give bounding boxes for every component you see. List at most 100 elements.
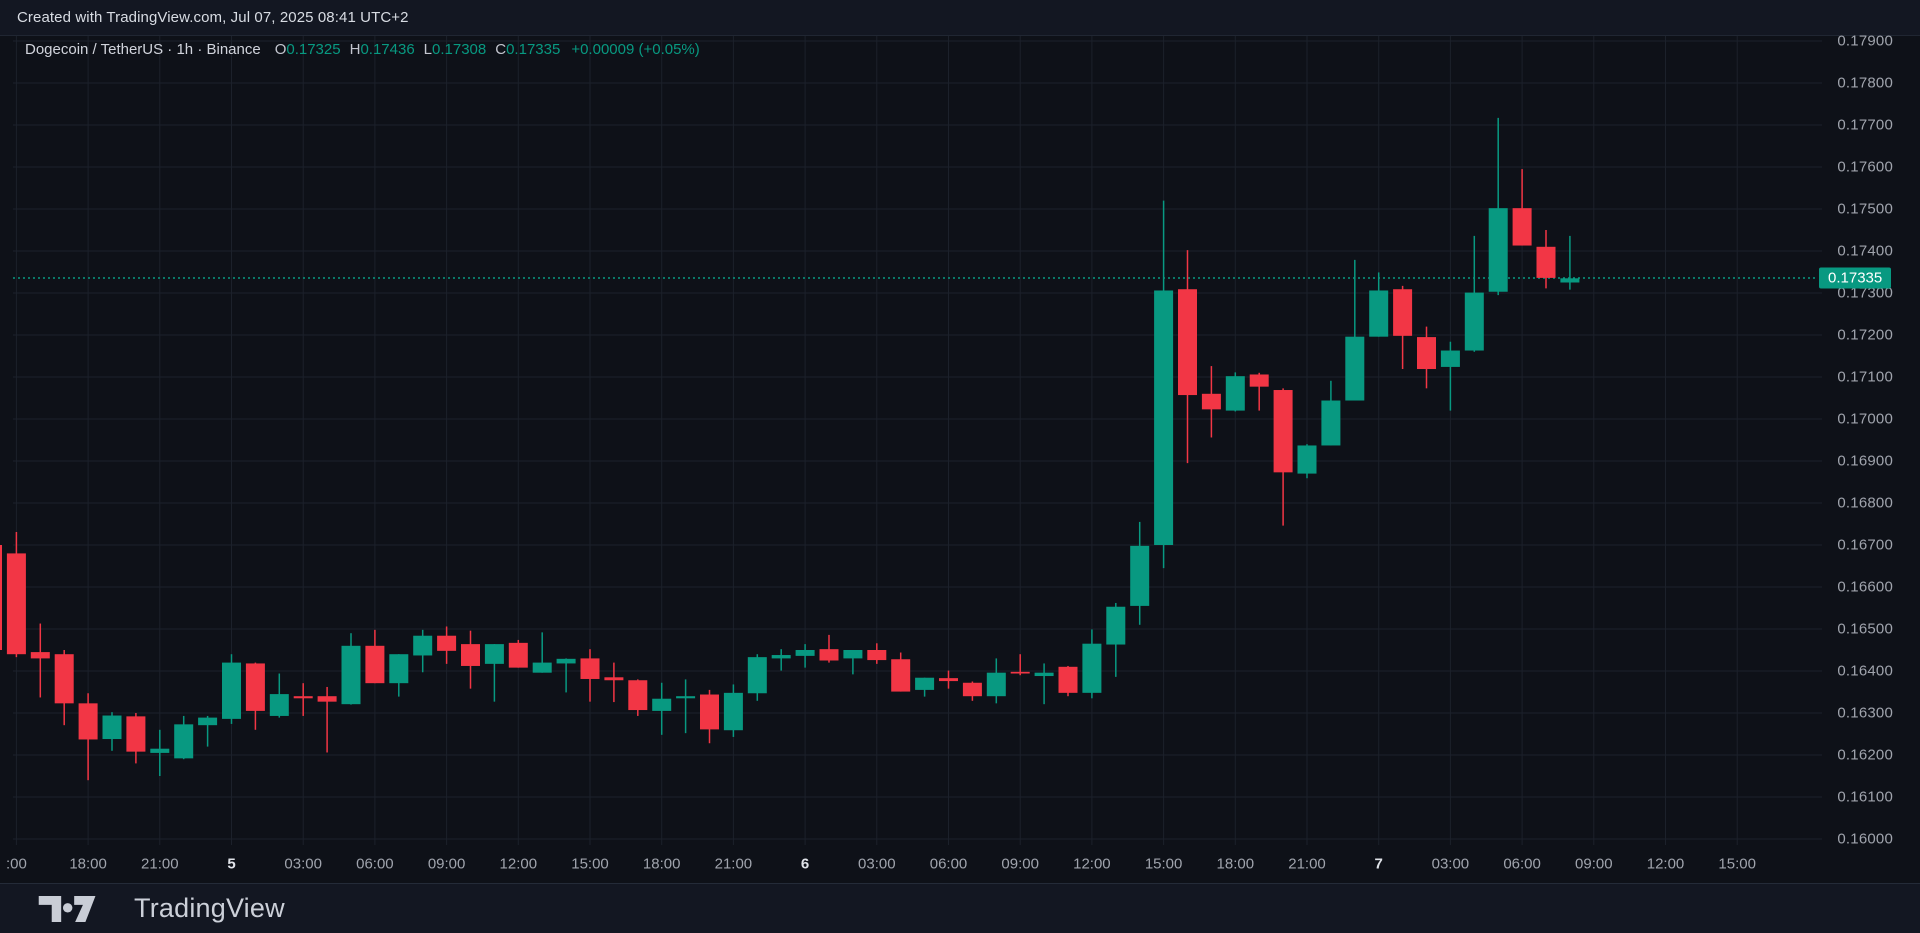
candle (413, 629, 433, 673)
price-axis-label: 0.16900 (1837, 452, 1893, 470)
candle (54, 650, 74, 726)
time-axis-label: 12:00 (1073, 855, 1111, 873)
candle (1297, 444, 1317, 479)
candle (628, 679, 648, 716)
time-axis-label: 09:00 (427, 855, 466, 873)
time-axis-label: 09:00 (1001, 855, 1039, 873)
candle (1058, 665, 1078, 697)
candle (1417, 326, 1436, 389)
price-axis-label: 0.17000 (1837, 410, 1893, 428)
time-axis-label: 12:00 (1646, 855, 1685, 873)
footer: TradingView (0, 884, 1920, 933)
candle (939, 670, 958, 689)
candle (222, 654, 241, 724)
candle (1536, 230, 1556, 289)
candle (819, 634, 839, 663)
candle (795, 644, 815, 668)
candle (676, 679, 696, 734)
time-axis-label: 03:00 (858, 855, 896, 873)
time-axis-day-label: 5 (227, 855, 236, 873)
candle (747, 654, 767, 701)
candle (1082, 629, 1102, 699)
chart-legend: Dogecoin / TetherUS · 1h · Binance O0.17… (25, 39, 700, 59)
chart-pane[interactable]: Dogecoin / TetherUS · 1h · Binance O0.17… (0, 36, 1822, 845)
candle (389, 654, 409, 697)
time-axis-label: 18:00 (69, 855, 107, 873)
candle (317, 686, 337, 753)
candle (1249, 372, 1269, 411)
candle (652, 682, 672, 735)
price-axis-label: 0.17300 (1837, 284, 1893, 302)
candle (1345, 259, 1365, 401)
time-axis[interactable]: :00 18:00 21:00 5 03:00 06:00 09:00 12:00 15:00 1… (0, 845, 1920, 884)
tradingview-logo-icon[interactable] (38, 895, 108, 922)
candle (580, 649, 600, 702)
candle (1560, 235, 1580, 290)
price-axis-label: 0.16100 (1837, 788, 1893, 806)
candle (365, 629, 385, 684)
symbol-title: Dogecoin / TetherUS · 1h · Binance (25, 40, 261, 58)
candle (1201, 366, 1221, 438)
candle (962, 681, 982, 701)
ohlc-low: L0.17308 (423, 40, 487, 58)
ohlc-open: O0.17325 (274, 40, 341, 58)
time-axis-label: 15:00 (571, 855, 609, 873)
price-axis-label: 0.17100 (1837, 368, 1893, 386)
candle (604, 662, 624, 703)
price-axis[interactable]: 0.17335 0.17900 0.17800 0.17700 0.17600 0.17… (1819, 32, 1920, 848)
candle (269, 673, 289, 718)
snapshot-caption: Created with TradingView.com, Jul 07, 20… (17, 9, 409, 26)
price-axis-label: 0.17800 (1837, 74, 1893, 92)
candle (1130, 521, 1150, 625)
price-axis-label: 0.17500 (1837, 200, 1893, 218)
candle (1512, 169, 1532, 246)
candle (532, 632, 552, 673)
time-axis-day-label: 6 (800, 855, 810, 873)
candle (293, 683, 313, 716)
last-price-badge: 0.17335 (1819, 267, 1892, 289)
candle (1488, 117, 1508, 296)
price-axis-label: 0.16200 (1837, 746, 1893, 764)
candle (1178, 250, 1197, 464)
time-axis-label: 18:00 (642, 855, 681, 873)
candle (1393, 285, 1413, 370)
time-axis-label: 18:00 (1216, 855, 1255, 873)
price-axis-label: 0.16000 (1837, 830, 1893, 848)
candle (484, 644, 504, 702)
time-axis-day-label: 7 (1374, 855, 1383, 873)
candle (174, 715, 194, 760)
candle (1464, 235, 1484, 352)
price-axis-label: 0.16400 (1837, 662, 1893, 680)
candle (126, 713, 146, 764)
price-axis-label: 0.16700 (1837, 536, 1893, 554)
candle (1273, 388, 1293, 526)
topbar: Created with TradingView.com, Jul 07, 20… (0, 0, 1920, 36)
time-axis-label: 15:00 (1718, 855, 1756, 873)
candle (1225, 372, 1245, 412)
candle (867, 643, 887, 664)
candle (0, 545, 2, 650)
candle (198, 715, 218, 747)
ohlc-close: C0.17335 (495, 40, 561, 58)
candlestick-canvas[interactable] (0, 36, 1822, 845)
candle (1010, 654, 1030, 676)
time-axis-label: 03:00 (1431, 855, 1470, 873)
candle (150, 729, 170, 776)
candle (771, 649, 791, 671)
candle (6, 531, 26, 658)
time-axis-label: 06:00 (929, 855, 968, 873)
candle (700, 689, 719, 744)
price-axis-label: 0.17900 (1837, 32, 1893, 50)
candle (915, 677, 935, 697)
price-axis-label: 0.16300 (1837, 704, 1893, 722)
candle (1440, 341, 1460, 411)
candle (508, 639, 528, 668)
time-axis-label: 21:00 (1288, 855, 1326, 873)
candle (891, 652, 911, 692)
ohlc-high: H0.17436 (349, 40, 415, 58)
candle (986, 658, 1006, 704)
candle (1369, 272, 1389, 337)
candle (437, 626, 457, 664)
candle (1154, 200, 1174, 569)
